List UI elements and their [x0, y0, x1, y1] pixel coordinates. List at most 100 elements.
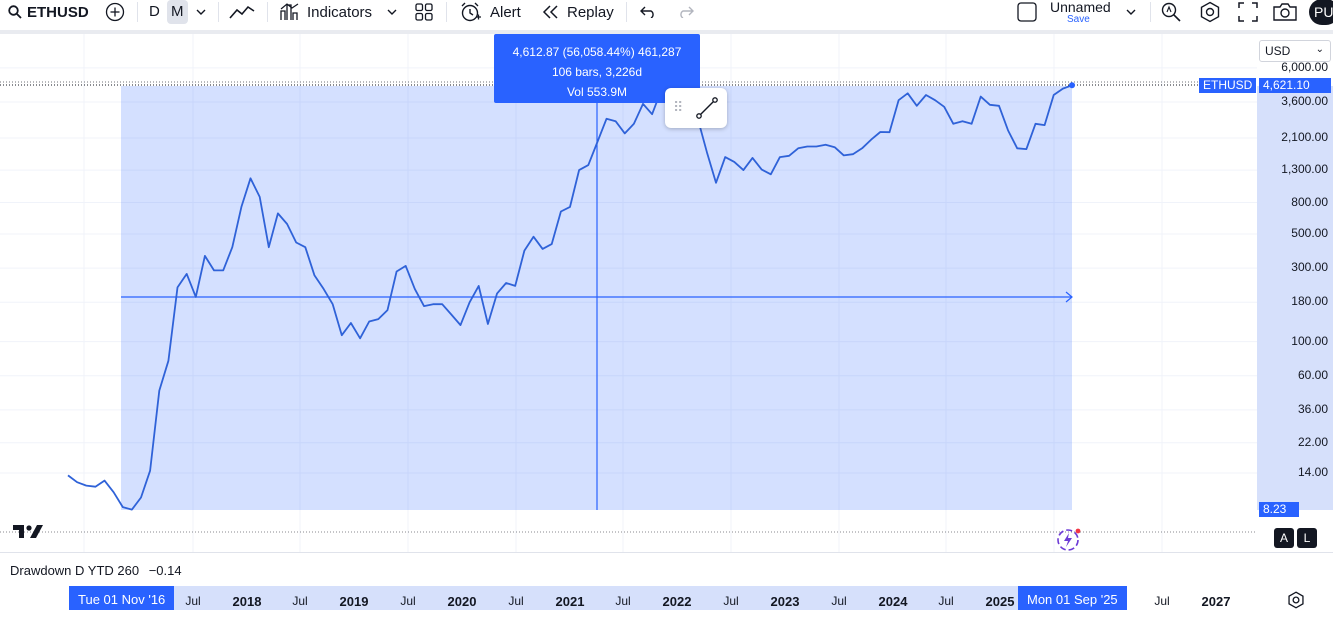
- time-tick-label: 2019: [339, 594, 369, 609]
- indicator-legend[interactable]: Drawdown D YTD 260 −0.14: [10, 563, 182, 578]
- auto-scale-button[interactable]: A: [1274, 528, 1294, 548]
- chevron-down-icon: [1126, 8, 1136, 16]
- settings-button[interactable]: [1199, 0, 1221, 24]
- alert-button[interactable]: Alert: [460, 0, 521, 24]
- price-tick-label: 60.00: [1297, 367, 1328, 382]
- price-tick-label: 1,300.00: [1281, 162, 1328, 177]
- layout-name: Unnamed: [1050, 0, 1111, 15]
- range-start-label: Tue 01 Nov '16: [69, 586, 175, 610]
- currency-label: USD: [1265, 44, 1291, 58]
- time-tick-label: 2024: [878, 594, 908, 609]
- snapshot-button[interactable]: [1273, 0, 1297, 24]
- ai-assistant-icon[interactable]: [1056, 528, 1082, 552]
- undo-icon: [640, 6, 656, 18]
- redo-icon: [678, 6, 694, 18]
- time-axis[interactable]: Jul 2018 Jul 2019 Jul 2020 Jul 2021 Jul 2022 Jul 20…: [0, 586, 1333, 614]
- grid-icon: [415, 3, 433, 21]
- time-tick-label: Jul: [831, 594, 847, 608]
- time-tick-label: Jul: [400, 594, 416, 608]
- time-tick-label: Jul: [508, 594, 524, 608]
- time-tick-label: Jul: [292, 594, 308, 608]
- indicators-button[interactable]: Indicators: [280, 0, 372, 24]
- fullscreen-button[interactable]: [1238, 0, 1258, 24]
- camera-icon: [1273, 2, 1297, 22]
- range-end-label: Mon 01 Sep '25: [1018, 586, 1127, 610]
- undo-button[interactable]: [640, 0, 656, 24]
- price-tick-label: 2,100.00: [1281, 130, 1328, 145]
- square-icon: [1017, 2, 1037, 22]
- last-price-marker: [1069, 82, 1075, 89]
- symbol-search-button[interactable]: ETHUSD: [8, 0, 89, 24]
- time-tick-label: 2023: [770, 594, 800, 609]
- add-circle-icon: [105, 2, 125, 22]
- alarm-clock-icon: [460, 2, 482, 22]
- trend-line-icon[interactable]: [695, 96, 719, 125]
- indicators-label: Indicators: [307, 3, 373, 21]
- price-tick-label: 14.00: [1297, 465, 1328, 479]
- rewind-icon: [542, 5, 559, 19]
- alert-label: Alert: [490, 3, 521, 21]
- indicator-name: Drawdown D YTD 260: [10, 563, 140, 578]
- floating-drawing-toolbar[interactable]: ⠿: [665, 88, 727, 128]
- symbol-price-tag: ETHUSD: [1199, 78, 1257, 93]
- chart-type-button[interactable]: [229, 0, 255, 24]
- time-tick-label: Jul: [1154, 594, 1170, 608]
- time-tick-label: Jul: [723, 594, 739, 608]
- time-tick-label: 2025: [985, 594, 1015, 609]
- replay-label: Replay: [567, 3, 614, 21]
- measure-line-2: 106 bars, 3,226d: [551, 65, 643, 79]
- indicator-value: −0.14: [148, 563, 182, 578]
- time-tick-label: Jul: [615, 594, 631, 608]
- magnifier-sparkle-icon: [1160, 1, 1182, 23]
- measure-line-3: Vol 553.9M: [566, 85, 628, 99]
- price-tick-label: 100.00: [1291, 333, 1328, 348]
- price-tick-label: 6,000.00: [1281, 59, 1328, 74]
- interval-dropdown-button[interactable]: [196, 0, 206, 24]
- layout-dropdown-button[interactable]: [1126, 0, 1136, 24]
- gear-icon: [1199, 1, 1221, 23]
- indicator-pane[interactable]: Drawdown D YTD 260 −0.14: [0, 552, 1333, 585]
- layout-checkbox[interactable]: [1017, 0, 1037, 24]
- price-chart[interactable]: [0, 34, 1333, 552]
- save-label: Save: [1067, 14, 1090, 25]
- low-price-label: 8.23: [1259, 502, 1299, 517]
- time-tick-label: 2022: [662, 594, 692, 609]
- log-scale-button[interactable]: L: [1297, 528, 1317, 548]
- price-tick-label: 3,600.00: [1281, 94, 1328, 108]
- avatar[interactable]: PU: [1309, 0, 1333, 25]
- last-price-label: 4,621.10: [1259, 78, 1331, 93]
- replay-button[interactable]: Replay: [542, 0, 614, 24]
- interval-day-button[interactable]: D: [149, 3, 160, 20]
- quick-search-button[interactable]: [1160, 0, 1182, 24]
- tradingview-logo[interactable]: [12, 523, 44, 539]
- symbol-name: ETHUSD: [27, 3, 89, 21]
- time-tick-label: Jul: [938, 594, 954, 608]
- templates-button[interactable]: [415, 0, 433, 24]
- price-tick-label: 36.00: [1297, 401, 1328, 416]
- interval-month-button[interactable]: M: [167, 0, 188, 24]
- drag-handle-icon[interactable]: ⠿: [673, 99, 683, 115]
- time-tick-label: 2018: [232, 594, 262, 609]
- toolbar-divider: [0, 30, 1333, 34]
- redo-button[interactable]: [678, 0, 694, 24]
- compare-button[interactable]: [105, 0, 125, 24]
- currency-select[interactable]: USD ⌄: [1259, 40, 1331, 62]
- time-range-highlight: [121, 586, 1072, 610]
- chevron-down-icon: [196, 8, 206, 16]
- price-tick-label: 300.00: [1291, 260, 1328, 275]
- chevron-down-icon: ⌄: [1315, 44, 1324, 55]
- time-tick-label: 2021: [555, 594, 585, 609]
- indicators-icon: [280, 3, 299, 21]
- price-tick-label: 500.00: [1291, 225, 1328, 240]
- fullscreen-icon: [1238, 2, 1258, 22]
- indicators-dropdown-button[interactable]: [387, 0, 397, 24]
- time-tick-label: 2027: [1201, 594, 1231, 609]
- gear-icon[interactable]: [1287, 591, 1305, 614]
- top-toolbar: ETHUSD D M Indicators Alert Replay: [0, 0, 1333, 25]
- save-layout-button[interactable]: Unnamed Save: [1050, 0, 1116, 25]
- line-chart-icon: [229, 4, 255, 20]
- chart-area[interactable]: 6,000.00 3,600.00 2,100.00 1,300.00 800.00 50…: [0, 34, 1333, 585]
- search-icon: [8, 5, 22, 19]
- price-tick-label: 180.00: [1291, 294, 1328, 309]
- price-scale[interactable]: 6,000.00 3,600.00 2,100.00 1,300.00 800.00 50…: [1257, 34, 1333, 552]
